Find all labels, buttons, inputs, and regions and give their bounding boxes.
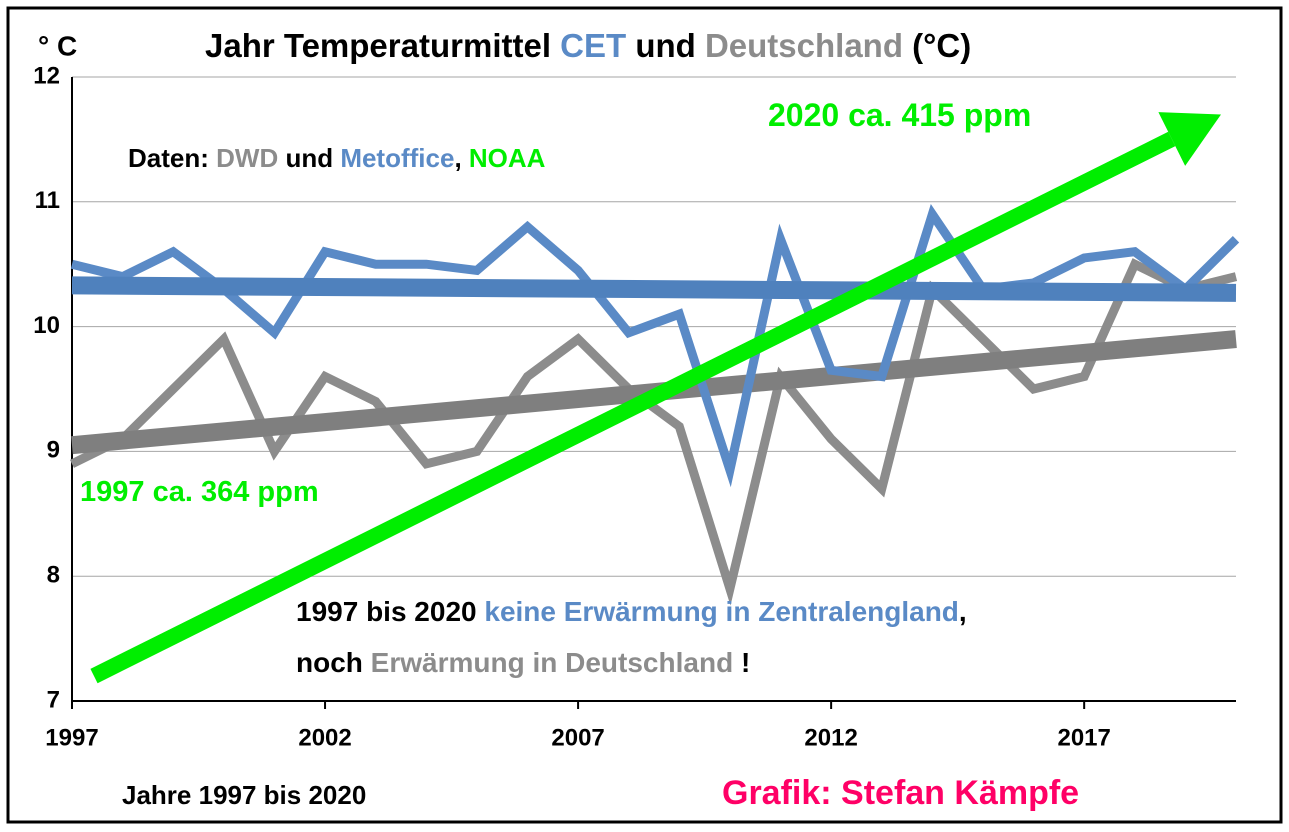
- x-tick-label: 1997: [45, 724, 98, 751]
- annotation-part: Metoffice: [340, 143, 454, 173]
- annotation-part: !: [733, 647, 750, 678]
- annotation-part: keine Erwärmung in Zentralengland: [484, 596, 959, 627]
- annotation: 2020 ca. 415 ppm: [768, 97, 1031, 133]
- y-tick-label: 10: [33, 312, 60, 339]
- chart-title-part: Jahr Temperaturmittel: [205, 27, 560, 64]
- x-tick-label: 2012: [804, 724, 857, 751]
- x-tick-label: 2002: [298, 724, 351, 751]
- y-tick-label: 7: [47, 686, 60, 713]
- annotation-part: und: [278, 143, 340, 173]
- y-tick-label: 8: [47, 562, 60, 589]
- annotation-part: 2020 ca. 415 ppm: [768, 97, 1031, 133]
- chart-title: Jahr Temperaturmittel CET und Deutschlan…: [205, 27, 971, 64]
- annotation-part: 1997 ca. 364 ppm: [80, 476, 319, 508]
- annotation-part: NOAA: [469, 143, 546, 173]
- annotation: Daten: DWD und Metoffice, NOAA: [128, 143, 546, 173]
- chart-title-part: Deutschland: [705, 27, 903, 64]
- annotation-part: DWD: [216, 143, 278, 173]
- y-axis-label: ° C: [38, 30, 77, 61]
- annotation-part: ,: [454, 143, 468, 173]
- annotation-part: Erwärmung in Deutschland: [371, 647, 734, 678]
- annotation-part: ,: [959, 596, 967, 627]
- x-tick-label: 2017: [1057, 724, 1110, 751]
- co2-arrow-head: [1158, 112, 1221, 166]
- y-tick-label: 9: [47, 437, 60, 464]
- x-axis-label: Jahre 1997 bis 2020: [122, 780, 366, 810]
- credit: Grafik: Stefan Kämpfe: [722, 774, 1079, 812]
- y-tick-label: 12: [33, 62, 60, 89]
- chart-title-part: und: [626, 27, 705, 64]
- co2-arrow: [90, 131, 1176, 684]
- annotation: 1997 bis 2020 keine Erwärmung in Zentral…: [296, 596, 967, 627]
- annotation: 1997 ca. 364 ppm: [80, 476, 319, 508]
- annotation-part: Daten:: [128, 143, 216, 173]
- x-tick-label: 2007: [551, 724, 604, 751]
- annotation-part: noch: [296, 647, 371, 678]
- chart-title-part: (°C): [903, 27, 971, 64]
- annotation: noch Erwärmung in Deutschland !: [296, 647, 750, 678]
- frame: [6, 6, 1283, 824]
- annotation-part: 1997 bis 2020: [296, 596, 484, 627]
- chart-title-part: CET: [560, 27, 626, 64]
- line: [71, 276, 1237, 302]
- line: [70, 204, 1240, 488]
- y-tick-label: 11: [35, 187, 60, 214]
